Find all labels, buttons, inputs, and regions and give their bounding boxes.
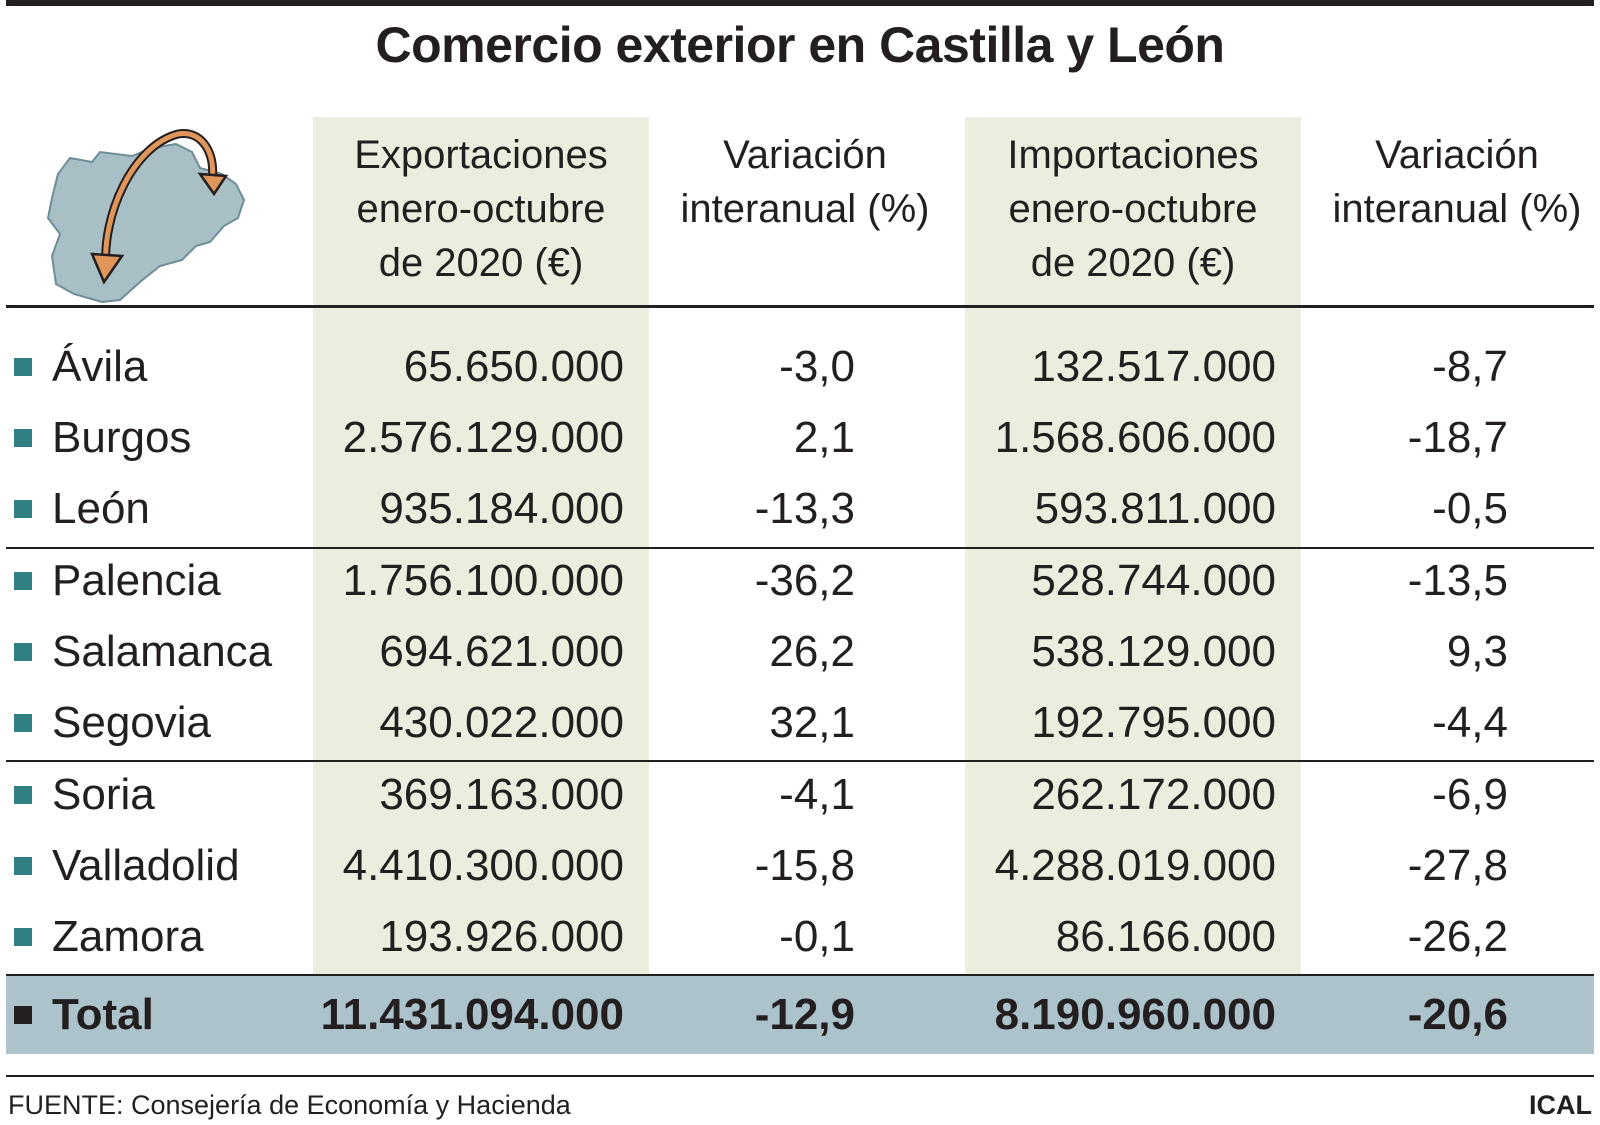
province-name: Zamora [52, 912, 204, 961]
footer-rule [6, 1075, 1594, 1077]
row-bullet [14, 714, 32, 732]
row-bullet [14, 358, 32, 376]
header-imports-variation: Variación interanual (%) [1312, 128, 1600, 236]
total-label: Total [52, 990, 154, 1039]
row-bullet [14, 500, 32, 518]
imports-value: 262.172.000 [1031, 770, 1276, 819]
header-imports: Importaciones enero-octubre de 2020 (€) [965, 128, 1301, 290]
exports-value: 2.576.129.000 [342, 413, 624, 462]
header-exports-line1: Exportaciones [354, 133, 608, 177]
imports-value: 538.129.000 [1031, 627, 1276, 676]
imports-variation: -6,9 [1432, 770, 1508, 819]
exports-column-shade [313, 117, 649, 975]
row-bullet [14, 572, 32, 590]
province-name: Palencia [52, 556, 221, 605]
total-row: Total 11.431.094.000 -12,9 8.190.960.000… [0, 979, 1600, 1050]
exports-value: 430.022.000 [379, 698, 624, 747]
header-exports-variation-line2: interanual (%) [680, 187, 930, 231]
imports-variation: -26,2 [1407, 912, 1508, 961]
top-rule [6, 0, 1594, 6]
province-name: Soria [52, 770, 155, 819]
exports-variation: -36,2 [754, 556, 855, 605]
total-top-rule [6, 974, 1594, 976]
exports-value: 694.621.000 [379, 627, 624, 676]
header-imports-variation-line1: Variación [1375, 133, 1539, 177]
group-divider [6, 547, 1594, 549]
header-imports-line1: Importaciones [1007, 133, 1259, 177]
province-name: Valladolid [52, 841, 240, 890]
table-row: Palencia 1.756.100.000 -36,2 528.744.000… [0, 545, 1600, 616]
table-row: Ávila 65.650.000 -3,0 132.517.000 -8,7 [0, 331, 1600, 402]
province-name: Burgos [52, 413, 192, 462]
exports-variation: 32,1 [769, 698, 855, 747]
row-bullet [14, 928, 32, 946]
header-imports-line3: de 2020 (€) [1030, 241, 1236, 285]
exports-value: 369.163.000 [379, 770, 624, 819]
imports-column-shade [965, 117, 1301, 975]
imports-variation: -4,4 [1432, 698, 1508, 747]
group-divider [6, 760, 1594, 762]
province-name: León [52, 484, 150, 533]
exports-variation: -0,1 [779, 912, 855, 961]
province-name: Ávila [52, 342, 148, 391]
imports-variation: -8,7 [1432, 342, 1508, 391]
header-imports-variation-line2: interanual (%) [1332, 187, 1582, 231]
exports-variation: -13,3 [754, 484, 855, 533]
exports-value: 1.756.100.000 [342, 556, 624, 605]
table-row: Burgos 2.576.129.000 2,1 1.568.606.000 -… [0, 402, 1600, 473]
exports-value: 935.184.000 [379, 484, 624, 533]
header-exports-variation: Variación interanual (%) [660, 128, 950, 236]
total-band [6, 975, 1594, 1054]
imports-value: 1.568.606.000 [994, 413, 1276, 462]
imports-value: 86.166.000 [1055, 912, 1276, 961]
agency-credit: ICAL [1529, 1090, 1592, 1120]
exports-variation: -3,0 [779, 342, 855, 391]
province-name: Salamanca [52, 627, 273, 676]
exports-value: 193.926.000 [379, 912, 624, 961]
exports-value: 65.650.000 [403, 342, 624, 391]
imports-variation: -0,5 [1432, 484, 1508, 533]
chart-title: Comercio exterior en Castilla y León [375, 17, 1225, 73]
province-name: Segovia [52, 698, 212, 747]
table-row: Soria 369.163.000 -4,1 262.172.000 -6,9 [0, 759, 1600, 830]
header-rule [6, 305, 1594, 308]
imports-variation: -13,5 [1407, 556, 1508, 605]
row-bullet [14, 857, 32, 875]
header-exports-line2: enero-octubre [356, 187, 606, 231]
total-imports-value: 8.190.960.000 [994, 990, 1276, 1039]
header-exports-line3: de 2020 (€) [378, 241, 584, 285]
total-exports-value: 11.431.094.000 [320, 990, 624, 1039]
imports-value: 593.811.000 [1034, 484, 1276, 533]
row-bullet [14, 1006, 32, 1024]
imports-variation: 9,3 [1446, 627, 1508, 676]
imports-value: 192.795.000 [1031, 698, 1276, 747]
row-bullet [14, 786, 32, 804]
total-imports-variation: -20,6 [1407, 990, 1508, 1039]
header-exports: Exportaciones enero-octubre de 2020 (€) [313, 128, 649, 290]
imports-variation: -27,8 [1407, 841, 1508, 890]
exports-variation: -15,8 [754, 841, 855, 890]
table-row: Zamora 193.926.000 -0,1 86.166.000 -26,2 [0, 901, 1600, 972]
header-exports-variation-line1: Variación [723, 133, 887, 177]
exports-variation: 26,2 [769, 627, 855, 676]
table-row: Valladolid 4.410.300.000 -15,8 4.288.019… [0, 830, 1600, 901]
exports-variation: 2,1 [793, 413, 855, 462]
castilla-leon-map-icon [46, 129, 246, 304]
imports-value: 132.517.000 [1031, 342, 1276, 391]
total-exports-variation: -12,9 [754, 990, 855, 1039]
source-note: FUENTE: Consejería de Economía y Haciend… [8, 1090, 571, 1120]
imports-variation: -18,7 [1407, 413, 1508, 462]
exports-variation: -4,1 [779, 770, 855, 819]
exports-value: 4.410.300.000 [342, 841, 624, 890]
table-row: Segovia 430.022.000 32,1 192.795.000 -4,… [0, 687, 1600, 758]
table-row: León 935.184.000 -13,3 593.811.000 -0,5 [0, 473, 1600, 544]
table-row: Salamanca 694.621.000 26,2 538.129.000 9… [0, 616, 1600, 687]
row-bullet [14, 429, 32, 447]
header-imports-line2: enero-octubre [1008, 187, 1258, 231]
imports-value: 4.288.019.000 [994, 841, 1276, 890]
row-bullet [14, 643, 32, 661]
imports-value: 528.744.000 [1031, 556, 1276, 605]
